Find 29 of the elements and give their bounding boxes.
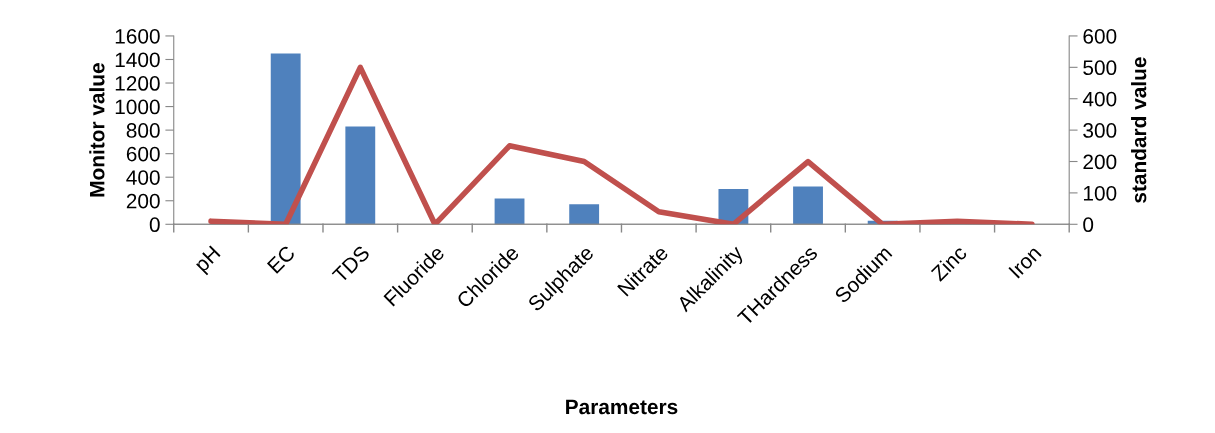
bar xyxy=(494,198,525,225)
y-tick-label: 600 xyxy=(126,146,160,162)
y2-tick-label: 600 xyxy=(1083,28,1117,44)
y-tick-label: 0 xyxy=(149,217,160,233)
y-tick-label: 200 xyxy=(126,193,160,209)
x-axis-title: Parameters xyxy=(566,399,678,415)
x-tick-label: pH xyxy=(193,245,224,276)
y-tick-label: 400 xyxy=(126,170,160,185)
y2-tick-label: 500 xyxy=(1083,60,1117,76)
y2-tick-label: 400 xyxy=(1082,91,1117,107)
x-tick-label: EC xyxy=(266,244,296,274)
y-tick-label: 800 xyxy=(126,123,160,138)
y2-tick-label: 100 xyxy=(1083,185,1117,201)
x-tick-label: Iron xyxy=(1008,245,1042,279)
bar xyxy=(793,186,823,225)
y-tick-label: 1200 xyxy=(115,76,160,91)
y2-tick-label: 300 xyxy=(1083,123,1117,138)
y2-tick-label: 200 xyxy=(1083,154,1117,170)
x-tick-label: Zinc xyxy=(929,244,968,282)
y2-tick-label: 0 xyxy=(1083,217,1094,233)
bar xyxy=(345,126,376,225)
y-tick-label: 1600 xyxy=(115,28,160,44)
x-tick-label: TDS xyxy=(331,244,371,284)
bar xyxy=(270,53,301,225)
y-axis-title: Monitor value xyxy=(89,63,105,197)
y-tick-label: 1000 xyxy=(115,99,160,115)
bar xyxy=(569,204,600,225)
y-tick-label: 1400 xyxy=(115,52,160,68)
y2-axis-title: standard value xyxy=(1131,57,1147,203)
